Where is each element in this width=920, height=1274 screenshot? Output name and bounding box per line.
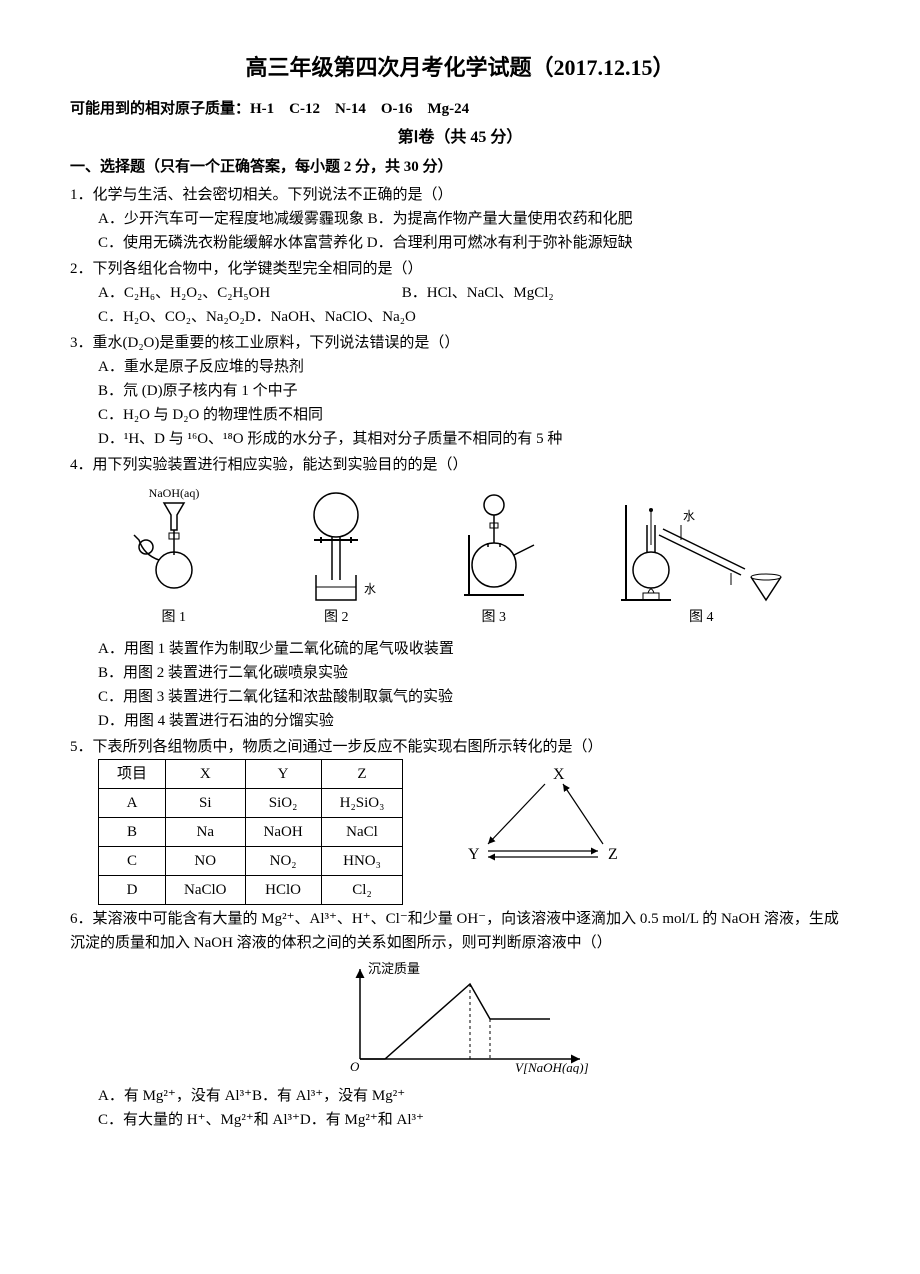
cell: NaOH bbox=[245, 818, 321, 847]
q4-optB: B．用图 2 装置进行二氧化碳喷泉实验 bbox=[98, 661, 850, 685]
table-row: D NaClO HClO Cl₂ bbox=[99, 876, 403, 905]
q3-stem: 3．重水(D₂O)是重要的核工业原料，下列说法错误的是（） bbox=[70, 331, 850, 355]
q2-optC: C．H₂O、CO₂、Na₂O₂ bbox=[98, 309, 245, 325]
q3-optC: C．H₂O 与 D₂O 的物理性质不相同 bbox=[98, 403, 850, 427]
cell: H₂SiO₃ bbox=[321, 789, 403, 818]
cell: D bbox=[99, 876, 166, 905]
q4-figures: NaOH(aq) 图 1 bbox=[90, 485, 830, 629]
origin-label: O bbox=[350, 1059, 360, 1074]
q5-triangle-diagram: X Y Z bbox=[433, 759, 633, 869]
fig4-reagent-label: 水 bbox=[683, 509, 695, 523]
question-3: 3．重水(D₂O)是重要的核工业原料，下列说法错误的是（） A．重水是原子反应堆… bbox=[70, 331, 850, 451]
xlabel: V[NaOH(aq)] bbox=[515, 1060, 589, 1074]
question-2: 2．下列各组化合物中，化学键类型完全相同的是（） A．C₂H₆、H₂O₂、C₂H… bbox=[70, 257, 850, 329]
table-row: B Na NaOH NaCl bbox=[99, 818, 403, 847]
table-row: C NO NO₂ HNO₃ bbox=[99, 847, 403, 876]
q2-opt-row1: A．C₂H₆、H₂O₂、C₂H₅OH B．HCl、NaCl、MgCl₂ bbox=[98, 281, 850, 305]
question-5: 5．下表所列各组物质中，物质之间通过一步反应不能实现右图所示转化的是（） 项目 … bbox=[70, 735, 850, 905]
q5-stem: 5．下表所列各组物质中，物质之间通过一步反应不能实现右图所示转化的是（） bbox=[70, 735, 850, 759]
cell: Na bbox=[166, 818, 246, 847]
cell: HNO₃ bbox=[321, 847, 403, 876]
q1-stem: 1．化学与生活、社会密切相关。下列说法不正确的是（） bbox=[70, 183, 850, 207]
q5-table: 项目 X Y Z A Si SiO₂ H₂SiO₃ B Na NaOH NaCl… bbox=[98, 759, 403, 905]
fig1-label: 图 1 bbox=[119, 607, 229, 629]
cell: Cl₂ bbox=[321, 876, 403, 905]
q4-stem: 4．用下列实验装置进行相应实验，能达到实验目的的是（） bbox=[70, 453, 850, 477]
table-header-row: 项目 X Y Z bbox=[99, 760, 403, 789]
q4-optD: D．用图 4 装置进行石油的分馏实验 bbox=[98, 709, 850, 733]
fig3-label: 图 3 bbox=[444, 607, 544, 629]
q6-options-row2: C．有大量的 H⁺、Mg²⁺和 Al³⁺D．有 Mg²⁺和 Al³⁺ bbox=[98, 1108, 850, 1132]
figure-3: 图 3 bbox=[444, 485, 544, 629]
q1-options-row2: C．使用无磷洗衣粉能缓解水体富营养化 D．合理利用可燃冰有利于弥补能源短缺 bbox=[98, 231, 850, 255]
cell: HClO bbox=[245, 876, 321, 905]
question-6: 6．某溶液中可能含有大量的 Mg²⁺、Al³⁺、H⁺、Cl⁻和少量 OH⁻，向该… bbox=[70, 907, 850, 1132]
cell: C bbox=[99, 847, 166, 876]
cell: NaCl bbox=[321, 818, 403, 847]
precipitate-graph-icon: 沉淀质量 O V[NaOH(aq)] bbox=[320, 959, 600, 1074]
table-row: A Si SiO₂ H₂SiO₃ bbox=[99, 789, 403, 818]
th-Y: Y bbox=[245, 760, 321, 789]
th-X: X bbox=[166, 760, 246, 789]
fig4-label: 图 4 bbox=[601, 607, 801, 629]
figure-1: NaOH(aq) 图 1 bbox=[119, 485, 229, 629]
section1-title: 一、选择题（只有一个正确答案，每小题 2 分，共 30 分） bbox=[70, 155, 850, 179]
q3-optB: B．氘 (D)原子核内有 1 个中子 bbox=[98, 379, 850, 403]
q2-optD: D．NaOH、NaClO、Na₂O bbox=[245, 309, 416, 325]
cell: NO₂ bbox=[245, 847, 321, 876]
q2-optA: A．C₂H₆、H₂O₂、C₂H₅OH bbox=[98, 281, 398, 305]
fig2-reagent-label: 水 bbox=[364, 582, 376, 596]
cell: Si bbox=[166, 789, 246, 818]
question-4: 4．用下列实验装置进行相应实验，能达到实验目的的是（） NaOH(aq) 图 1 bbox=[70, 453, 850, 733]
cell: NO bbox=[166, 847, 246, 876]
cell: B bbox=[99, 818, 166, 847]
ylabel: 沉淀质量 bbox=[368, 961, 420, 976]
q2-stem: 2．下列各组化合物中，化学键类型完全相同的是（） bbox=[70, 257, 850, 281]
question-1: 1．化学与生活、社会密切相关。下列说法不正确的是（） A．少开汽车可一定程度地减… bbox=[70, 183, 850, 255]
fig1-reagent-label: NaOH(aq) bbox=[148, 486, 199, 500]
q6-options-row1: A．有 Mg²⁺，没有 Al³⁺B．有 Al³⁺，没有 Mg²⁺ bbox=[98, 1084, 850, 1108]
q4-optA: A．用图 1 装置作为制取少量二氧化硫的尾气吸收装置 bbox=[98, 637, 850, 661]
apparatus-3-icon bbox=[444, 485, 544, 605]
part-header: 第Ⅰ卷（共 45 分） bbox=[70, 125, 850, 151]
q6-stem: 6．某溶液中可能含有大量的 Mg²⁺、Al³⁺、H⁺、Cl⁻和少量 OH⁻，向该… bbox=[70, 907, 850, 955]
q3-optD: D．¹H、D 与 ¹⁶O、¹⁸O 形成的水分子，其相对分子质量不相同的有 5 种 bbox=[98, 427, 850, 451]
node-X: X bbox=[553, 766, 565, 783]
fig2-label: 图 2 bbox=[286, 607, 386, 629]
apparatus-4-icon: 水 bbox=[601, 485, 801, 605]
q3-optA: A．重水是原子反应堆的导热剂 bbox=[98, 355, 850, 379]
apparatus-2-icon: 水 bbox=[286, 485, 386, 605]
q4-optC: C．用图 3 装置进行二氧化锰和浓盐酸制取氯气的实验 bbox=[98, 685, 850, 709]
q2-optB: B．HCl、NaCl、MgCl₂ bbox=[402, 285, 554, 301]
figure-2: 水 图 2 bbox=[286, 485, 386, 629]
q2-opt-row2: C．H₂O、CO₂、Na₂O₂D．NaOH、NaClO、Na₂O bbox=[98, 305, 850, 329]
cell: SiO₂ bbox=[245, 789, 321, 818]
cell: A bbox=[99, 789, 166, 818]
q1-options-row1: A．少开汽车可一定程度地减缓雾霾现象 B．为提高作物产量大量使用农药和化肥 bbox=[98, 207, 850, 231]
node-Y: Y bbox=[468, 846, 480, 863]
q6-graph: 沉淀质量 O V[NaOH(aq)] bbox=[70, 959, 850, 1082]
th-item: 项目 bbox=[99, 760, 166, 789]
figure-4: 水 图 4 bbox=[601, 485, 801, 629]
cell: NaClO bbox=[166, 876, 246, 905]
exam-title: 高三年级第四次月考化学试题（2017.12.15） bbox=[70, 50, 850, 85]
node-Z: Z bbox=[608, 846, 618, 863]
apparatus-1-icon: NaOH(aq) bbox=[119, 485, 229, 605]
atomic-masses: 可能用到的相对原子质量：H-1 C-12 N-14 O-16 Mg-24 bbox=[70, 97, 850, 121]
th-Z: Z bbox=[321, 760, 403, 789]
